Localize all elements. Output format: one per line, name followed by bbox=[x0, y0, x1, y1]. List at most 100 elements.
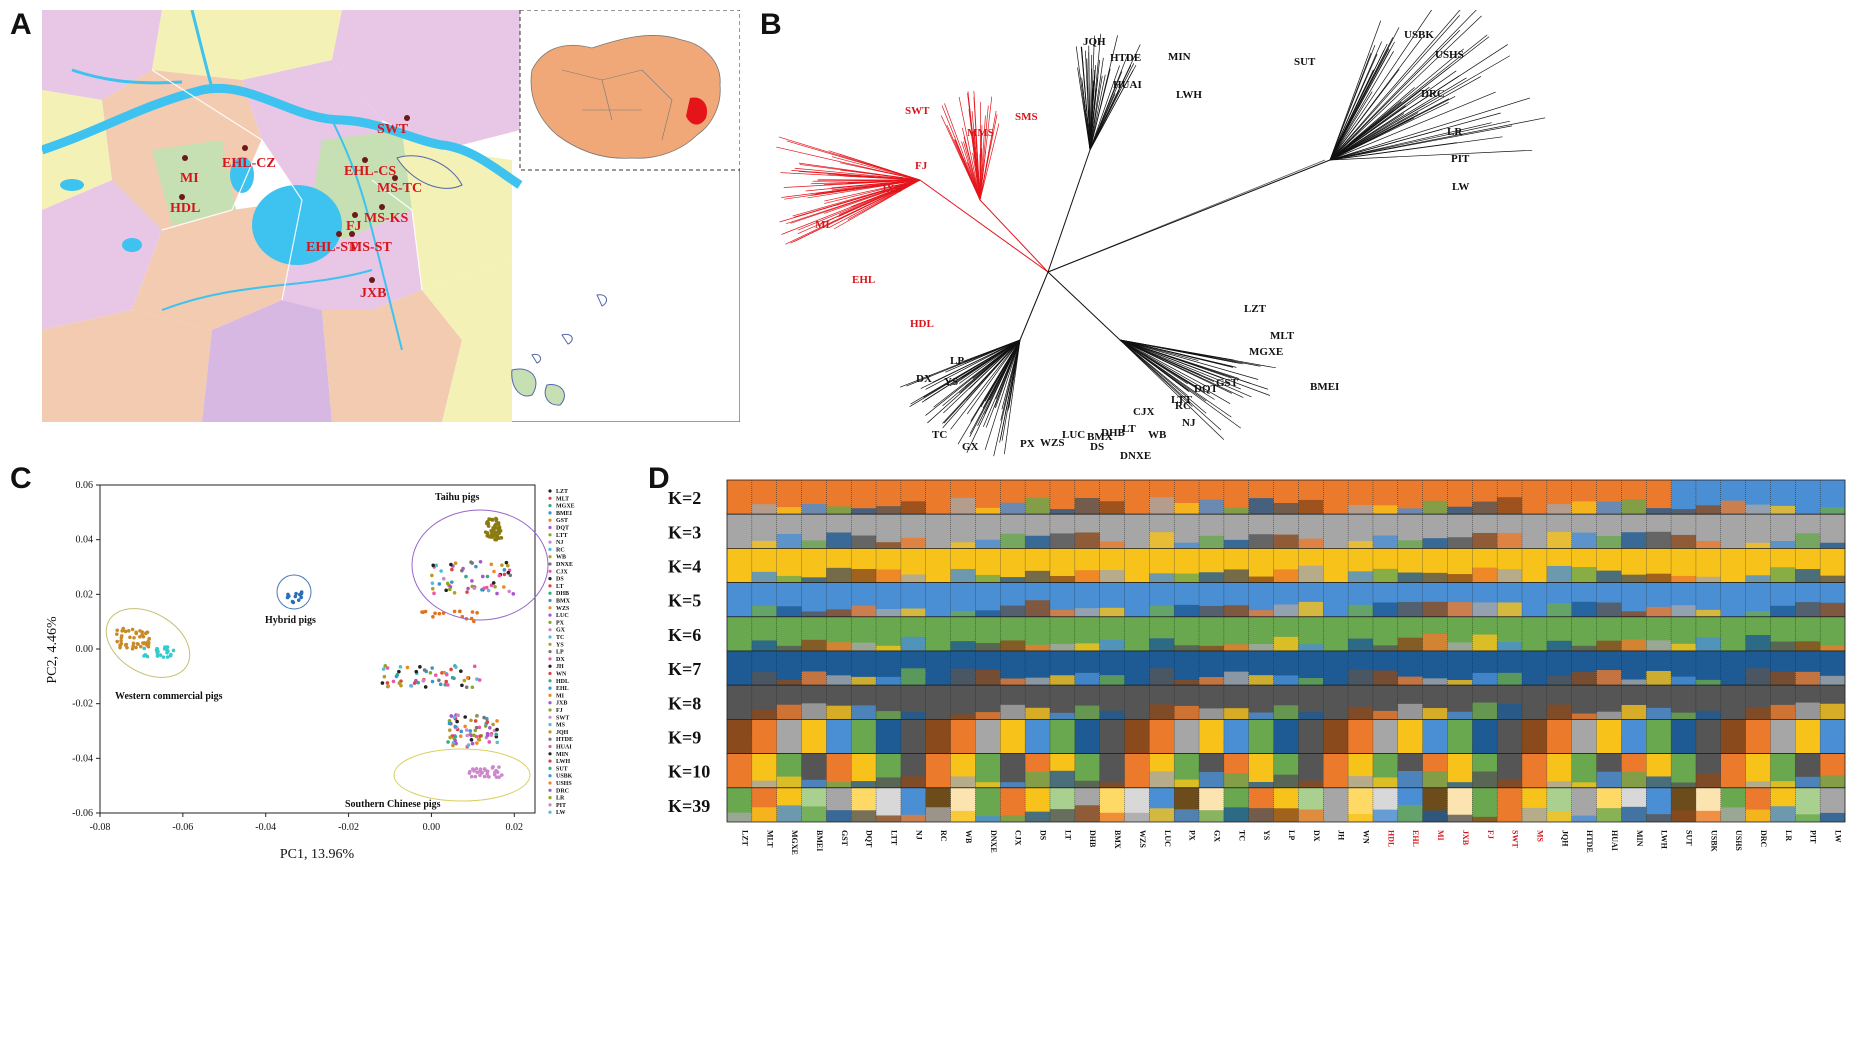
pca-point bbox=[382, 674, 387, 679]
admixture-bar bbox=[1770, 567, 1796, 583]
x-tick-label: 0.02 bbox=[506, 822, 524, 833]
legend-label: DQT bbox=[556, 526, 569, 532]
admixture-bar bbox=[1149, 573, 1175, 583]
tree-label: MIN bbox=[1168, 51, 1191, 63]
tree-label: HDL bbox=[910, 318, 934, 330]
admixture-bar bbox=[950, 668, 976, 686]
population-label: MGXE bbox=[790, 830, 799, 855]
admixture-bar bbox=[1199, 499, 1225, 515]
admixture-bar bbox=[1372, 616, 1399, 651]
admixture-bar bbox=[1745, 738, 1771, 754]
tree-branch bbox=[779, 179, 921, 223]
pca-point bbox=[144, 653, 148, 658]
pca-point bbox=[453, 738, 457, 743]
admixture-bar bbox=[1049, 712, 1076, 720]
admixture-bar bbox=[776, 575, 802, 583]
admixture-bar bbox=[900, 741, 927, 754]
admixture-bar bbox=[1621, 651, 1647, 686]
admixture-bar bbox=[1248, 498, 1274, 515]
island bbox=[561, 333, 573, 345]
admixture-bar bbox=[1546, 603, 1573, 617]
pca-point bbox=[458, 734, 463, 738]
tree-label: LR bbox=[1447, 126, 1463, 138]
admixture-bar bbox=[1596, 771, 1622, 788]
pca-point bbox=[134, 630, 138, 635]
admixture-bar bbox=[1323, 741, 1349, 754]
admixture-bar bbox=[826, 642, 852, 651]
tree-branch bbox=[1119, 339, 1201, 375]
admixture-bar bbox=[1397, 601, 1423, 617]
admixture-bar bbox=[1671, 810, 1697, 822]
tree-branch bbox=[1081, 77, 1091, 151]
admixture-bar bbox=[776, 606, 802, 617]
admixture-bar bbox=[1149, 743, 1175, 754]
site-label: HDL bbox=[170, 201, 200, 216]
legend-marker bbox=[548, 679, 552, 683]
pca-point bbox=[121, 626, 126, 631]
admixture-bar bbox=[1695, 810, 1722, 822]
admixture-bar bbox=[1671, 676, 1697, 686]
pca-point bbox=[418, 665, 422, 669]
tree-branch bbox=[961, 141, 981, 201]
admixture-bar bbox=[1000, 533, 1026, 549]
admixture-bar bbox=[1422, 810, 1448, 822]
population-label: GX bbox=[1212, 830, 1221, 842]
admixture-bar bbox=[876, 676, 902, 686]
tree-label: GX bbox=[962, 441, 979, 453]
site-labels: SWT EHL-CZ EHL-CS MI MS-TC HDL MS-KS FJ … bbox=[170, 122, 422, 301]
legend-label: JH bbox=[556, 664, 564, 670]
admixture-bar bbox=[1397, 637, 1423, 651]
tree-label: LP bbox=[950, 355, 964, 367]
admixture-bar bbox=[1571, 616, 1597, 651]
admixture-bar bbox=[1049, 509, 1076, 515]
admixture-bar bbox=[1770, 641, 1796, 651]
population-label: PX bbox=[1188, 830, 1197, 841]
tree-branch bbox=[1089, 54, 1129, 151]
tree-branch bbox=[943, 339, 1021, 424]
admixture-bar bbox=[1795, 671, 1821, 686]
legend-label: LWH bbox=[556, 759, 570, 765]
admixture-bar bbox=[1397, 508, 1423, 515]
river bbox=[331, 119, 403, 351]
tree-branch bbox=[1329, 48, 1464, 161]
admixture-bar bbox=[1522, 677, 1548, 686]
admixture-bar bbox=[1074, 570, 1100, 583]
admixture-bar bbox=[1049, 741, 1076, 754]
admixture-bar bbox=[900, 636, 927, 651]
pca-point bbox=[505, 563, 510, 568]
tree-branch bbox=[1119, 339, 1208, 388]
pca-point bbox=[478, 734, 482, 738]
tree-branch bbox=[1047, 159, 1331, 273]
tree-label: WB bbox=[1148, 429, 1167, 441]
admixture-bar bbox=[1000, 740, 1026, 754]
tree-branch bbox=[831, 156, 921, 181]
pca-point bbox=[472, 733, 476, 737]
pca-point bbox=[492, 569, 496, 574]
tree-label: MMS bbox=[967, 127, 994, 139]
pca-point bbox=[409, 684, 413, 688]
tree-label: LW bbox=[1452, 181, 1469, 193]
admixture-bar bbox=[751, 504, 777, 515]
site-label: EHL-ST bbox=[306, 240, 358, 255]
tree-branch bbox=[967, 91, 981, 201]
legend-marker bbox=[548, 533, 552, 537]
tree-branch bbox=[995, 339, 1021, 400]
admixture-bar bbox=[1546, 531, 1573, 549]
population-label: RC bbox=[939, 830, 948, 842]
tree-label: PIT bbox=[1451, 153, 1470, 165]
pca-point bbox=[477, 725, 482, 730]
tree-label: LZT bbox=[1244, 303, 1267, 315]
pca-point bbox=[494, 732, 499, 737]
pca-point bbox=[422, 668, 427, 672]
admixture-bar bbox=[1596, 670, 1622, 686]
admixture-bar bbox=[1745, 668, 1771, 686]
admixture-bar bbox=[826, 675, 852, 686]
admixture-bar bbox=[1596, 640, 1622, 651]
tree-branch bbox=[979, 123, 1000, 201]
group-label-southern: Southern Chinese pigs bbox=[345, 799, 441, 810]
legend-marker bbox=[548, 774, 552, 778]
pca-point bbox=[472, 619, 476, 624]
admixture-bar bbox=[1522, 777, 1548, 788]
tree-branch bbox=[1119, 339, 1271, 396]
panel-letter-d: D bbox=[648, 462, 670, 495]
